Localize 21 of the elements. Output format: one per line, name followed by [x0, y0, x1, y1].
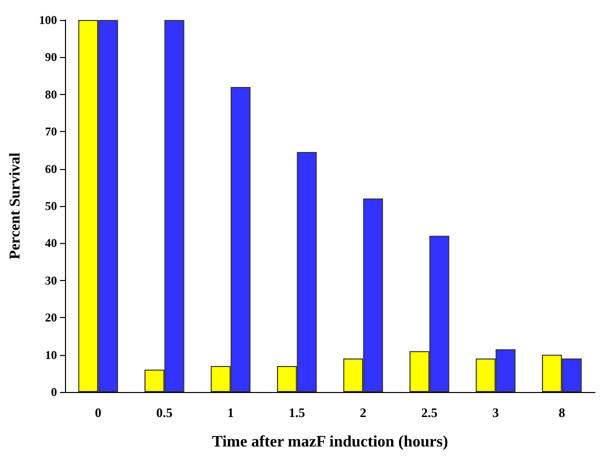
x-tick-label: 2: [360, 405, 366, 420]
y-tick-label: 50: [45, 199, 57, 213]
x-tick-label: 2.5: [421, 405, 438, 420]
y-axis-title: Percent Survival: [8, 152, 24, 260]
y-tick-label: 60: [45, 162, 57, 176]
y-tick-label: 20: [45, 310, 57, 325]
y-tick-label: 0: [51, 385, 57, 399]
x-tick-label: 0.5: [156, 405, 173, 420]
y-tick-label: 100: [39, 13, 57, 27]
x-tick-label: 0: [94, 405, 102, 420]
x-tick-label: 1.5: [288, 405, 306, 420]
x-tick-label: 1: [227, 405, 234, 420]
x-tick-label: 3: [492, 405, 500, 420]
x-axis-title: Time after mazF induction (hours): [212, 434, 448, 450]
y-tick-label: 90: [45, 50, 57, 64]
y-tick-label: 80: [45, 87, 57, 102]
y-tick-label: 10: [45, 348, 57, 362]
y-tick-label: 70: [45, 124, 57, 139]
y-tick-label: 30: [45, 273, 57, 288]
y-tick-label: 40: [45, 236, 57, 250]
x-tick-label: 8: [558, 405, 566, 420]
